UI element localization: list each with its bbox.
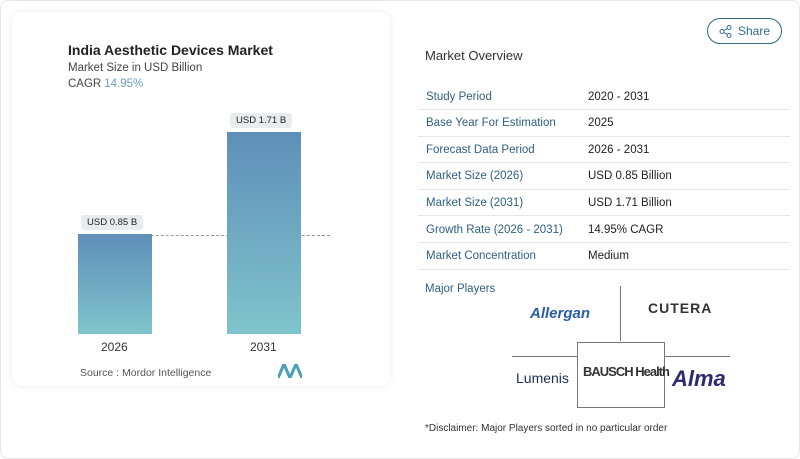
major-players-label: Major Players (425, 283, 496, 295)
chart-card (12, 12, 390, 386)
overview-row: Market Size (2031) USD 1.71 Billion (418, 190, 790, 217)
overview-title: Market Overview (425, 48, 523, 63)
chart-subtitle: Market Size in USD Billion (68, 62, 203, 74)
overview-row: Growth Rate (2026 - 2031) 14.95% CAGR (418, 217, 790, 243)
row-label: Market Size (2031) (426, 196, 524, 209)
row-value: 2025 (588, 117, 614, 130)
logo-box (577, 342, 665, 408)
alma-logo: Alma (672, 366, 726, 391)
x-tick-label: 2026 (101, 340, 128, 354)
row-label: Market Concentration (426, 250, 536, 263)
overview-row: Forecast Data Period 2026 - 2031 (418, 137, 790, 164)
allergan-logo: Allergan (530, 305, 591, 322)
divider (620, 286, 621, 341)
reference-line (80, 235, 330, 236)
cagr: CAGR 14.95% (68, 78, 143, 90)
row-value: 2020 - 2031 (588, 90, 650, 103)
row-value: USD 0.85 Billion (588, 170, 672, 183)
share-icon (719, 24, 732, 38)
disclaimer: *Disclaimer: Major Players sorted in no … (425, 423, 668, 434)
lumenis-logo: Lumenis (516, 370, 569, 386)
data-label: USD 0.85 B (81, 214, 144, 230)
source: Source : Mordor Intelligence (80, 367, 212, 379)
row-label: Study Period (426, 90, 492, 103)
bausch-health-logo: BAUSCH Health (583, 364, 670, 379)
overview-row: Market Size (2026) USD 0.85 Billion (418, 164, 790, 190)
x-tick-label: 2031 (250, 340, 277, 354)
cagr-label: CAGR (68, 78, 102, 90)
cagr-value: 14.95% (104, 78, 144, 90)
overview-row: Market Concentration Medium (418, 244, 790, 270)
chart-title: India Aesthetic Devices Market (68, 42, 273, 58)
row-label: Growth Rate (2026 - 2031) (426, 223, 563, 236)
row-label: Base Year For Estimation (426, 117, 556, 130)
overview-row: Base Year For Estimation 2025 (418, 111, 790, 137)
share-button[interactable]: Share (707, 18, 782, 44)
row-label: Market Size (2026) (426, 170, 524, 183)
cutera-logo: CUTERA (648, 300, 713, 316)
share-label: Share (737, 24, 771, 38)
row-value: USD 1.71 Billion (588, 196, 672, 209)
mordor-logo-icon (278, 364, 302, 378)
bar-2031 (227, 132, 301, 334)
row-value: 14.95% CAGR (588, 223, 664, 236)
data-label: USD 1.71 B (230, 113, 293, 128)
row-value: 2026 - 2031 (588, 143, 650, 156)
row-label: Forecast Data Period (426, 143, 535, 156)
row-value: Medium (588, 250, 629, 263)
overview-row: Study Period 2020 - 2031 (418, 84, 790, 110)
bar-2026 (78, 233, 152, 334)
